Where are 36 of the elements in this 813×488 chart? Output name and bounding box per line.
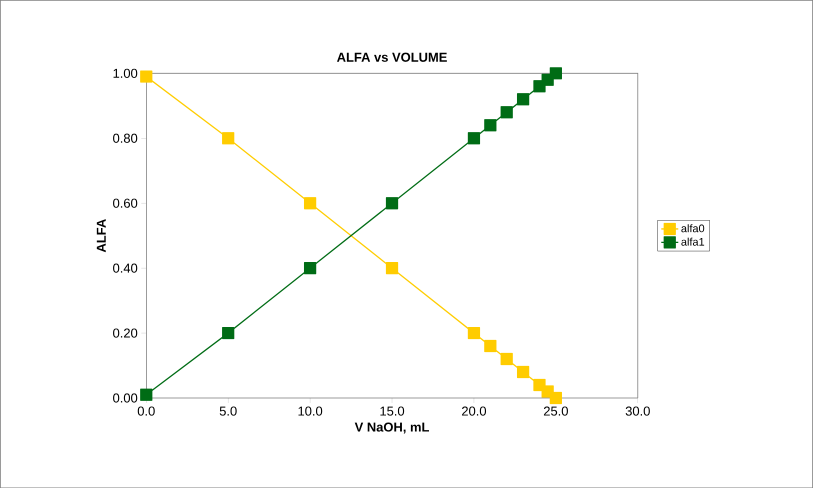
chart-title: ALFA vs VOLUME: [336, 52, 447, 62]
point: [500, 106, 513, 118]
x-axis-title: V NaOH, mL: [354, 422, 429, 434]
legend-label: alfa1: [681, 238, 704, 246]
point: [140, 70, 152, 83]
point: [386, 196, 398, 210]
point: [304, 196, 316, 210]
x-tick-label: 10.0: [298, 406, 322, 416]
point: [484, 118, 496, 132]
point: [550, 392, 562, 404]
y-tick-label: 0.80: [113, 134, 138, 143]
x-tick-label: 25.0: [544, 406, 568, 416]
point: [500, 352, 513, 366]
point: [550, 67, 562, 80]
y-tick-label: 0.40: [113, 263, 138, 273]
point: [222, 132, 234, 144]
point: [304, 262, 316, 274]
legend-label: alfa0: [681, 224, 704, 232]
point: [222, 326, 234, 340]
y-tick-label: 0.60: [113, 198, 138, 208]
point: [516, 366, 530, 378]
x-tick-label: 5.0: [220, 406, 237, 416]
point: [468, 132, 480, 144]
y-axis-title: ALFA: [96, 218, 106, 252]
x-tick-label: 0.0: [138, 406, 155, 416]
point: [516, 93, 530, 106]
x-tick-label: 20.0: [462, 406, 486, 416]
x-tick-label: 30.0: [626, 406, 650, 416]
x-tick-label: 15.0: [380, 406, 404, 416]
y-tick-label: 0.00: [113, 393, 138, 402]
point: [386, 262, 398, 274]
point: [468, 326, 480, 340]
point: [484, 340, 496, 352]
y-tick-label: 1.00: [114, 68, 138, 78]
point: [140, 388, 152, 401]
y-tick-label: 0.20: [113, 328, 138, 338]
